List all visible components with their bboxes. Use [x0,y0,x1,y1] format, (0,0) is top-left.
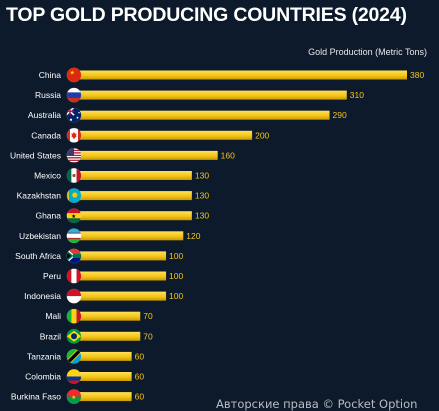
value-label: 310 [350,90,364,100]
bar-russia [80,90,347,100]
bar-china [80,70,407,80]
bar-australia [80,110,330,120]
value-label: 130 [195,191,209,201]
bar-kazakhstan [80,191,192,201]
category-label: Peru [43,271,61,281]
uzbekistan-flag-icon [66,228,82,244]
bar-canada [80,130,253,140]
category-label: China [39,70,61,80]
category-label: Kazakhstan [17,191,62,201]
indonesia-flag-icon [66,288,82,304]
category-label: Canada [31,130,61,140]
value-label: 100 [169,291,183,301]
bar-colombia [80,372,132,381]
brazil-flag-icon [66,328,82,344]
china-flag-icon: ★ [66,67,82,83]
value-label: 100 [169,271,183,281]
category-label: Burkina Faso [11,392,61,402]
category-label: Mali [45,311,61,321]
bar-uzbekistan [80,231,184,241]
bar-united-states [80,150,218,160]
svg-text:★: ★ [70,70,75,77]
mali-flag-icon [66,308,82,324]
category-label: Ghana [35,211,61,221]
value-label: 380 [410,70,424,80]
svg-text:★: ★ [71,214,76,220]
bar-peru [80,271,167,281]
kazakhstan-flag-icon [66,188,82,204]
usa-flag-icon [66,147,82,163]
value-label: 100 [169,251,183,261]
category-label: Tanzania [27,351,61,361]
bar-tanzania [80,351,132,361]
value-label: 70 [143,311,153,321]
bar-mexico [80,171,192,180]
australia-flag-icon [66,107,82,123]
category-label: Mexico [34,171,61,181]
bar-burkina-faso [80,392,132,402]
category-label: South Africa [15,251,61,261]
watermark: Авторские права © Pocket Option [216,397,418,411]
bar-mali [80,311,141,321]
chart-subtitle: Gold Production (Metric Tons) [308,47,427,57]
peru-flag-icon [66,268,82,284]
canada-flag-icon [66,127,82,143]
value-label: 130 [195,211,209,221]
value-label: 200 [255,130,269,140]
svg-text:★: ★ [71,395,76,401]
category-label: Indonesia [24,291,61,301]
value-label: 290 [333,110,347,120]
value-label: 160 [221,150,235,160]
bar-ghana [80,211,192,221]
value-label: 120 [186,231,200,241]
value-label: 60 [135,392,145,402]
category-label: Uzbekistan [19,231,61,241]
chart-title: TOP GOLD PRODUCING COUNTRIES (2024) [6,4,407,26]
category-label: Russia [35,90,61,100]
tanzania-flag-icon [66,348,82,364]
bar-indonesia [80,291,167,301]
bar-brazil [80,331,141,341]
bar-south-africa [80,251,167,261]
category-label: Australia [28,110,61,120]
category-label: United States [10,150,61,160]
category-label: Colombia [25,372,61,382]
russia-flag-icon [66,87,82,103]
ghana-flag-icon: ★ [66,208,82,224]
south-africa-flag-icon [66,248,82,264]
value-label: 130 [195,171,209,181]
burkina-faso-flag-icon: ★ [66,389,82,405]
colombia-flag-icon [66,369,82,384]
value-label: 70 [143,331,153,341]
value-label: 60 [135,351,145,361]
category-label: Brazil [40,331,61,341]
value-label: 60 [135,372,145,382]
mexico-flag-icon [66,168,82,183]
